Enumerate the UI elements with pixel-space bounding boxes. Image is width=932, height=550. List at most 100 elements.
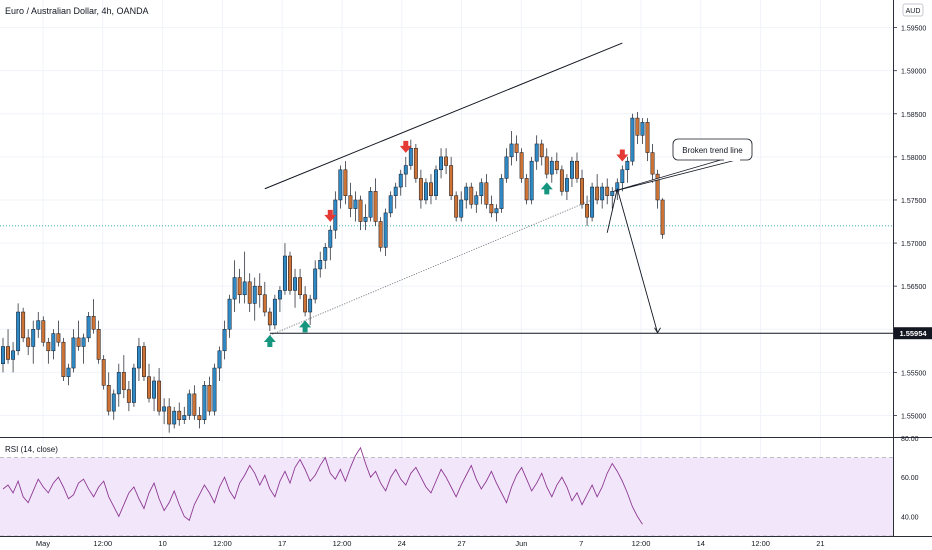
price-tick-labels: 1.59500 1.59000 1.58500 1.58000 1.57500 1.570…: [893, 26, 926, 420]
callout-text: Broken trend line: [682, 146, 743, 155]
candle-up: [590, 186, 595, 218]
candle-down: [298, 277, 303, 296]
candle-up: [499, 178, 504, 209]
candle-up: [313, 268, 318, 300]
candle-up: [116, 372, 121, 395]
time-tick-label: 12:00: [632, 539, 651, 548]
candle-down: [56, 333, 61, 343]
candle-down: [207, 385, 212, 412]
candle-down: [444, 156, 449, 166]
upper-trend-line: [264, 42, 623, 190]
candle-up: [283, 255, 287, 291]
rsi-tick-label: 40.00: [901, 514, 919, 521]
chart-title: Euro / Australian Dollar, 4h, OANDA: [5, 6, 149, 16]
candle-down: [519, 152, 524, 179]
candle-down: [303, 294, 308, 313]
up-arrow-icon: [263, 334, 276, 347]
candle-up: [398, 173, 403, 188]
candle-up: [479, 182, 484, 196]
candle-up: [363, 216, 368, 222]
candle-down: [343, 169, 348, 196]
candle-up: [600, 186, 605, 201]
time-tick-label: May: [36, 539, 50, 548]
time-tick-label: 12:00: [213, 539, 232, 548]
currency-badge[interactable]: AUD: [906, 8, 921, 15]
level-price-label: 1.55954: [894, 327, 932, 340]
price-gridlines: [0, 27, 893, 416]
candle-up: [403, 165, 408, 175]
time-tick-labels: May 12:00 10 12:00 17 12:00 24 27 Jun 7 12:00 14 12:…: [36, 539, 825, 548]
candle-down: [121, 372, 126, 390]
level-label-box: [894, 327, 932, 340]
candle-down: [197, 415, 202, 421]
currency-badge-box[interactable]: [902, 3, 924, 17]
down-arrow-icon: [399, 140, 412, 153]
candle-down: [605, 186, 610, 196]
candle-up: [620, 169, 625, 183]
price-scale[interactable]: 1.59500 1.59000 1.58500 1.58000 1.57500 1.570…: [893, 0, 932, 536]
candle-down: [429, 182, 433, 196]
price-tick-label: 1.55500: [901, 370, 926, 377]
price-pane[interactable]: Broken trend line Euro / Australian Doll…: [0, 0, 893, 536]
candle-down: [635, 117, 640, 136]
candle-down: [489, 204, 494, 214]
time-tick-label: 14: [697, 539, 705, 548]
rsi-line: [2, 446, 643, 525]
candle-up: [383, 212, 388, 248]
candle-down: [373, 191, 378, 222]
candle-up: [504, 156, 509, 179]
candle-up: [368, 191, 373, 218]
candle-up: [71, 337, 76, 369]
price-tick-label: 1.57500: [901, 198, 926, 205]
candle-up: [152, 380, 157, 399]
candle-down: [348, 195, 353, 209]
candle-up: [242, 281, 247, 296]
candle-up: [610, 191, 615, 196]
candle-down: [660, 199, 665, 235]
candle-down: [358, 199, 363, 222]
candle-down: [46, 341, 51, 352]
candle-up: [328, 229, 333, 248]
candle-down: [514, 143, 519, 153]
candle-up: [464, 186, 469, 201]
candle-up: [408, 148, 413, 166]
candle-up: [217, 350, 222, 369]
candle-down: [454, 195, 459, 218]
time-tick-label: 7: [579, 539, 583, 548]
time-tick-label: Jun: [515, 539, 527, 548]
time-tick-label: 12:00: [333, 539, 352, 548]
rsi-tick-label: 80.00: [901, 436, 919, 443]
candle-up: [308, 298, 313, 313]
candle-down: [544, 156, 549, 175]
callout-seam: [724, 157, 740, 161]
candle-down: [257, 285, 262, 296]
candle-down: [413, 148, 418, 179]
time-axis[interactable]: May 12:00 10 12:00 17 12:00 24 27 Jun 7 12:00 14 12:…: [0, 536, 932, 549]
time-tick-label: 12:00: [751, 539, 770, 548]
candle-down: [96, 329, 101, 360]
candle-up: [459, 199, 464, 218]
candle-down: [378, 221, 383, 248]
forecast-path: [606, 188, 658, 333]
rsi-pane[interactable]: RSI (14, close): [0, 445, 893, 537]
candle-down: [539, 143, 544, 158]
candle-up: [529, 160, 534, 201]
candle-down: [167, 406, 172, 425]
candle-up: [549, 160, 554, 175]
candle-up: [423, 182, 428, 201]
candle-up: [212, 367, 217, 412]
time-tick-label: 27: [457, 539, 465, 548]
candle-down: [418, 178, 423, 201]
candle-down: [524, 178, 529, 201]
time-tick-label: 24: [398, 539, 406, 548]
down-arrow-icon: [324, 209, 337, 222]
signal-arrows: [263, 140, 629, 347]
candle-down: [126, 389, 131, 403]
candle-down: [91, 316, 96, 330]
candle-down: [192, 393, 197, 416]
candle-down: [449, 165, 454, 196]
candle-down: [650, 152, 655, 175]
candle-down: [177, 410, 182, 421]
rsi-tick-label: 60.00: [901, 475, 919, 482]
